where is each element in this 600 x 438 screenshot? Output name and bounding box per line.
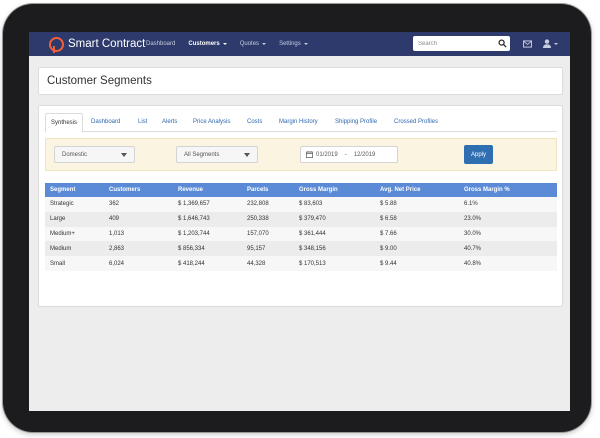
- revenue-cell: $ 1,203,744: [173, 226, 242, 242]
- gross-margin-cell: $ 361,444: [294, 226, 375, 242]
- column-header-gross-margin-pct[interactable]: Gross Margin %: [459, 183, 557, 197]
- avg-net-price-cell: $ 9.00: [375, 241, 459, 257]
- chevron-down-icon: [262, 43, 267, 45]
- gross-margin-pct-cell: 6.1%: [459, 197, 557, 212]
- revenue-cell: $ 856,334: [173, 241, 242, 257]
- date-to: 12/2019: [353, 151, 376, 158]
- gross-margin-pct-cell: 40.7%: [459, 241, 557, 257]
- gross-margin-cell: $ 379,470: [294, 211, 375, 227]
- brand-logo-icon: [49, 36, 64, 53]
- column-header-customers[interactable]: Customers: [104, 183, 173, 197]
- parcels-cell: 232,808: [242, 197, 294, 212]
- parcels-cell: 250,338: [242, 211, 294, 227]
- segments-table: Segment Customers Revenue Parcels Gross …: [45, 183, 557, 271]
- table-row[interactable]: Medium+ 1,013 $ 1,203,744 157,070 $ 361,…: [45, 226, 557, 242]
- customers-cell: 1,013: [104, 226, 173, 242]
- segment-cell: Large: [45, 211, 104, 227]
- tab-synthesis[interactable]: Synthesis: [45, 113, 84, 133]
- search-box: [413, 36, 510, 51]
- tab-price-analysis[interactable]: Price Analysis: [193, 119, 231, 125]
- search-icon[interactable]: [498, 39, 507, 48]
- date-separator: -: [344, 151, 347, 158]
- table-header-row: Segment Customers Revenue Parcels Gross …: [45, 183, 557, 197]
- tab-crossed-profiles[interactable]: Crossed Profiles: [394, 119, 439, 125]
- column-header-segment[interactable]: Segment: [45, 183, 104, 197]
- gross-margin-pct-cell: 30.0%: [459, 226, 557, 242]
- brand[interactable]: Smart Contract: [49, 35, 145, 53]
- segment-cell: Small: [45, 256, 104, 271]
- gross-margin-cell: $ 348,156: [294, 241, 375, 257]
- chevron-down-icon: [244, 153, 250, 157]
- chevron-down-icon: [303, 43, 308, 45]
- top-navbar: Smart Contract Dashboard Customers Quote…: [29, 32, 570, 56]
- apply-button[interactable]: Apply: [464, 145, 493, 164]
- chevron-down-icon: [222, 43, 227, 45]
- region-select[interactable]: Domestic: [54, 146, 135, 163]
- tab-margin-history[interactable]: Margin History: [279, 119, 318, 125]
- column-header-gross-margin[interactable]: Gross Margin: [294, 183, 375, 197]
- chevron-down-icon: [121, 153, 127, 157]
- gross-margin-pct-cell: 23.0%: [459, 211, 557, 227]
- tab-dashboard[interactable]: Dashboard: [91, 119, 121, 125]
- brand-name: Smart Contract: [68, 38, 146, 50]
- customers-cell: 2,863: [104, 241, 173, 257]
- page-title: Customer Segments: [47, 75, 152, 87]
- title-card: Customer Segments: [38, 67, 563, 95]
- app-screen: Smart Contract Dashboard Customers Quote…: [29, 32, 570, 411]
- nav-link-settings[interactable]: Settings: [279, 41, 308, 47]
- table-row[interactable]: Small 6,024 $ 418,244 44,328 $ 170,513 $…: [45, 256, 557, 271]
- table-row[interactable]: Large 409 $ 1,646,743 250,338 $ 379,470 …: [45, 211, 557, 227]
- tab-shipping-profile[interactable]: Shipping Profile: [335, 119, 378, 125]
- nav-link-customers[interactable]: Customers: [188, 41, 227, 47]
- table-row[interactable]: Strategic 362 $ 1,369,657 232,808 $ 83,6…: [45, 197, 557, 212]
- customers-cell: 409: [104, 211, 173, 227]
- customers-cell: 6,024: [104, 256, 173, 271]
- avg-net-price-cell: $ 7.66: [375, 226, 459, 242]
- nav-link-dashboard[interactable]: Dashboard: [146, 41, 176, 47]
- nav-links: Dashboard Customers Quotes Settings: [146, 32, 321, 56]
- customers-cell: 362: [104, 197, 173, 212]
- segment-select[interactable]: All Segments: [176, 146, 258, 163]
- mail-icon[interactable]: [523, 40, 532, 48]
- segment-select-value: All Segments: [184, 151, 220, 158]
- table-row[interactable]: Medium 2,863 $ 856,334 95,157 $ 348,156 …: [45, 241, 557, 257]
- chevron-down-icon: [554, 42, 558, 45]
- avg-net-price-cell: $ 5.88: [375, 197, 459, 212]
- revenue-cell: $ 1,369,657: [173, 197, 242, 212]
- segment-cell: Medium+: [45, 226, 104, 242]
- column-header-parcels[interactable]: Parcels: [242, 183, 294, 197]
- parcels-cell: 44,328: [242, 256, 294, 271]
- column-header-avg-net-price[interactable]: Avg. Net Price: [375, 183, 459, 197]
- parcels-cell: 157,070: [242, 226, 294, 242]
- region-select-value: Domestic: [62, 151, 88, 158]
- column-header-revenue[interactable]: Revenue: [173, 183, 242, 197]
- user-icon: [543, 39, 551, 48]
- date-range-picker[interactable]: 01/2019 - 12/2019: [300, 146, 398, 163]
- tablet-frame: Smart Contract Dashboard Customers Quote…: [3, 4, 591, 432]
- gross-margin-cell: $ 83,603: [294, 197, 375, 212]
- user-menu[interactable]: [543, 39, 558, 48]
- gross-margin-pct-cell: 40.8%: [459, 256, 557, 271]
- date-from: 01/2019: [316, 151, 338, 158]
- filter-bar: Domestic All Segments 01/2019 -: [45, 138, 557, 171]
- revenue-cell: $ 418,244: [173, 256, 242, 271]
- tab-bar: Synthesis Dashboard List Alerts Price An…: [45, 113, 557, 133]
- calendar-icon: [306, 151, 313, 158]
- segment-cell: Medium: [45, 241, 104, 257]
- tab-costs[interactable]: Costs: [247, 119, 263, 125]
- tab-list[interactable]: List: [138, 119, 148, 125]
- segments-panel: Synthesis Dashboard List Alerts Price An…: [38, 105, 563, 307]
- revenue-cell: $ 1,646,743: [173, 211, 242, 227]
- parcels-cell: 95,157: [242, 241, 294, 257]
- avg-net-price-cell: $ 6.58: [375, 211, 459, 227]
- gross-margin-cell: $ 170,513: [294, 256, 375, 271]
- search-input[interactable]: [413, 36, 493, 51]
- tab-alerts[interactable]: Alerts: [162, 119, 178, 125]
- segment-cell: Strategic: [45, 197, 104, 212]
- avg-net-price-cell: $ 9.44: [375, 256, 459, 271]
- nav-link-quotes[interactable]: Quotes: [240, 41, 267, 47]
